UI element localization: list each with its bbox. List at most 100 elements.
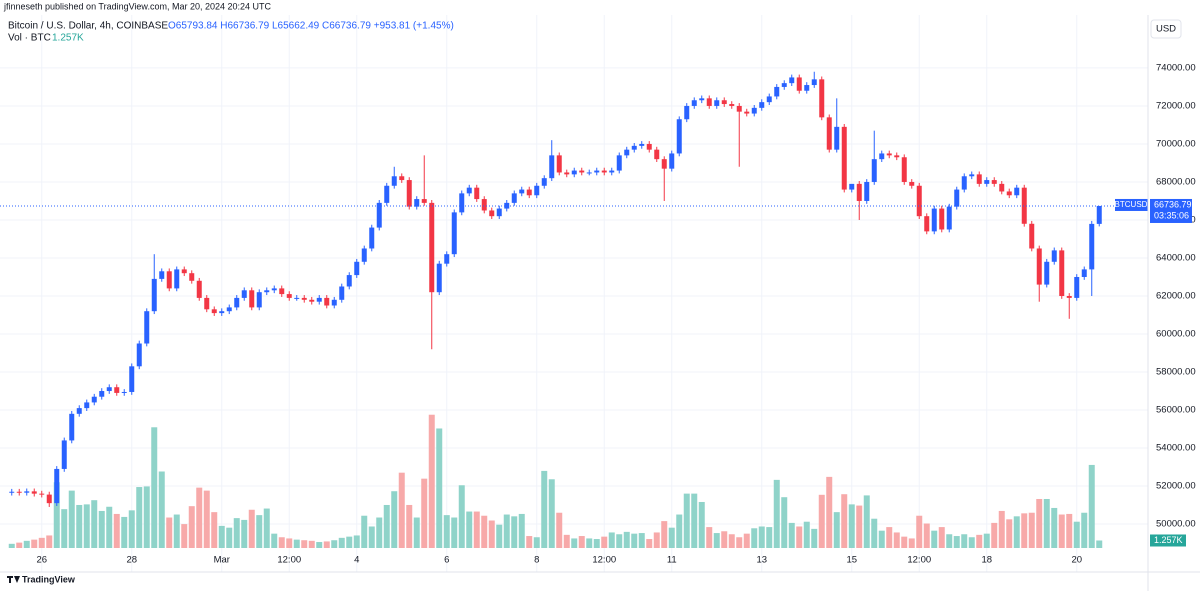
volume-bar [53, 482, 60, 548]
candle-body [16, 491, 22, 493]
volume-bar [23, 540, 30, 548]
volume-bar [121, 516, 128, 548]
volume-bar [143, 486, 150, 548]
candle-body [406, 180, 412, 207]
candle-body [466, 187, 472, 194]
y-tick-label: 68000.00 [1156, 176, 1196, 187]
candle-body [61, 440, 67, 469]
candle-body [489, 210, 495, 217]
candle-body [834, 126, 840, 150]
x-tick-label: 13 [756, 555, 767, 566]
candle-body [676, 119, 682, 154]
candle-body [901, 157, 907, 182]
volume-bar [503, 514, 510, 548]
candle-body [309, 299, 315, 302]
x-tick-label: 28 [126, 555, 137, 566]
x-tick-label: 18 [981, 555, 992, 566]
brand-logo [7, 576, 20, 583]
y-tick-label: 62000.00 [1156, 291, 1196, 302]
y-tick-label: 60000.00 [1156, 329, 1196, 340]
candle-body [774, 86, 780, 97]
volume-bar [721, 531, 728, 548]
candle-body [504, 202, 510, 209]
candle-body [106, 387, 112, 392]
candle-body [669, 153, 675, 169]
volume-bar [923, 523, 930, 548]
ohlc-legend: O65793.84 H66736.79 L65662.49 C66736.79 … [168, 21, 454, 32]
candle-body [1081, 269, 1087, 277]
volume-bar [31, 539, 38, 548]
volume-bar [61, 509, 68, 548]
volume-bar [983, 533, 990, 548]
candle-body [654, 149, 660, 160]
volume-bar [376, 517, 383, 548]
volume-bar [976, 534, 983, 548]
candle-body [1014, 187, 1020, 196]
currency[interactable]: USD [1156, 24, 1176, 35]
candle-body [249, 290, 255, 308]
y-tick-label: 50000.00 [1156, 519, 1196, 530]
candle-body [99, 391, 105, 397]
candle-body [339, 286, 345, 300]
candle-body [181, 269, 187, 274]
candle-body [196, 280, 202, 298]
volume-bar [998, 510, 1005, 548]
candle-body [519, 189, 525, 194]
candle-body [984, 180, 990, 184]
volume-layer [8, 414, 1103, 548]
countdown: 03:35:06 [1154, 210, 1189, 220]
volume-bar [548, 479, 555, 548]
candle-body [751, 107, 757, 114]
volume-bar [901, 536, 908, 548]
volume-bar [893, 532, 900, 548]
volume-bar [766, 527, 773, 548]
y-tick-label: 72000.00 [1156, 100, 1196, 111]
volume-bar [158, 471, 165, 548]
volume-bar [436, 428, 443, 548]
volume-bar [391, 491, 398, 548]
x-tick-label: 26 [36, 555, 47, 566]
candle-body [1029, 223, 1035, 249]
volume-bar [38, 537, 45, 548]
volume-bar [271, 533, 278, 548]
volume-bar [188, 506, 195, 548]
volume-badge [1150, 534, 1186, 547]
volume-bar [781, 497, 788, 548]
volume-bar [278, 537, 285, 548]
candle-body [571, 170, 577, 175]
volume-bar [938, 527, 945, 548]
volume-bar [736, 537, 743, 548]
volume-bar [946, 534, 953, 548]
candle-body [991, 180, 997, 184]
candle-body [999, 183, 1005, 192]
volume-bar [863, 495, 870, 548]
currency-button[interactable] [1150, 19, 1182, 39]
y-tick-label: 74000.00 [1156, 62, 1196, 73]
x-tick-label: 6 [444, 555, 449, 566]
x-tick-label: 12:00 [277, 555, 301, 566]
volume-bar [248, 509, 255, 548]
candle-body [324, 297, 330, 306]
candle-body [421, 199, 427, 203]
candle-body [136, 343, 142, 367]
candle-body [211, 309, 217, 314]
candle-body [121, 391, 127, 393]
candle-body [84, 402, 90, 409]
volume-bar [886, 527, 893, 548]
candle-body [946, 206, 952, 230]
candle-body [384, 185, 390, 203]
candle-body [819, 79, 825, 118]
volume-bar [1058, 514, 1065, 548]
y-tick-label: 70000.00 [1156, 138, 1196, 149]
volume-bar [173, 514, 180, 548]
candle-body [969, 174, 975, 177]
candle-body [931, 208, 937, 232]
volume-bar [16, 542, 23, 548]
volume-bar [526, 536, 533, 548]
volume-legend: Vol · BTC [8, 33, 51, 44]
candle-body [129, 366, 135, 392]
volume-bar [743, 533, 750, 548]
candle-body [961, 176, 967, 190]
candle-body [879, 153, 885, 160]
